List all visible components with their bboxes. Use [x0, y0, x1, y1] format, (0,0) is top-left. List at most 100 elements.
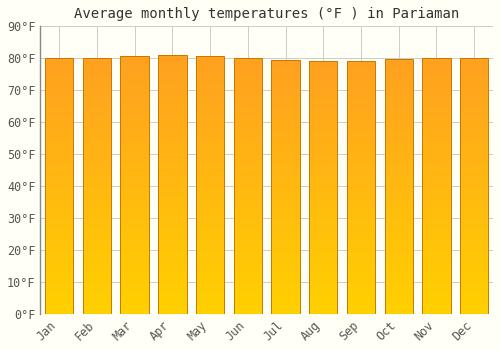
Bar — [120, 157, 149, 159]
Bar — [234, 250, 262, 252]
Bar — [120, 185, 149, 188]
Bar — [120, 144, 149, 146]
Bar — [234, 58, 262, 61]
Bar — [422, 153, 450, 155]
Bar — [45, 86, 74, 89]
Bar — [234, 191, 262, 194]
Bar — [45, 262, 74, 265]
Bar — [234, 117, 262, 119]
Bar — [83, 114, 111, 117]
Bar — [422, 96, 450, 99]
Bar — [234, 173, 262, 176]
Bar — [120, 170, 149, 172]
Bar — [45, 199, 74, 201]
Bar — [158, 254, 186, 257]
Bar — [384, 77, 413, 79]
Bar — [460, 183, 488, 186]
Bar — [120, 270, 149, 273]
Bar — [422, 114, 450, 117]
Bar — [196, 280, 224, 283]
Bar — [120, 198, 149, 201]
Bar — [83, 306, 111, 309]
Bar — [272, 169, 299, 172]
Bar — [460, 76, 488, 78]
Bar — [45, 278, 74, 281]
Bar — [196, 156, 224, 159]
Bar — [196, 185, 224, 187]
Bar — [158, 153, 186, 156]
Bar — [309, 122, 338, 125]
Bar — [309, 61, 338, 64]
Bar — [83, 191, 111, 194]
Bar — [422, 89, 450, 91]
Bar — [384, 184, 413, 187]
Bar — [460, 163, 488, 166]
Bar — [460, 58, 488, 314]
Bar — [309, 97, 338, 99]
Bar — [272, 281, 299, 284]
Bar — [460, 155, 488, 158]
Bar — [460, 293, 488, 296]
Bar — [384, 197, 413, 199]
Bar — [234, 81, 262, 84]
Bar — [234, 135, 262, 137]
Bar — [422, 196, 450, 199]
Bar — [460, 275, 488, 278]
Bar — [384, 85, 413, 87]
Bar — [45, 183, 74, 186]
Bar — [45, 61, 74, 63]
Bar — [158, 127, 186, 130]
Bar — [347, 195, 375, 197]
Bar — [384, 169, 413, 171]
Bar — [309, 132, 338, 135]
Bar — [460, 188, 488, 191]
Bar — [196, 136, 224, 138]
Bar — [384, 212, 413, 215]
Bar — [422, 186, 450, 188]
Bar — [384, 202, 413, 204]
Bar — [83, 183, 111, 186]
Bar — [460, 268, 488, 270]
Bar — [158, 151, 186, 153]
Bar — [234, 260, 262, 263]
Bar — [158, 133, 186, 135]
Bar — [234, 76, 262, 78]
Bar — [45, 76, 74, 78]
Bar — [45, 227, 74, 229]
Bar — [158, 229, 186, 231]
Bar — [120, 242, 149, 244]
Bar — [158, 278, 186, 280]
Bar — [45, 286, 74, 288]
Bar — [45, 104, 74, 106]
Bar — [422, 63, 450, 65]
Bar — [384, 151, 413, 153]
Bar — [347, 212, 375, 215]
Bar — [347, 210, 375, 213]
Bar — [384, 59, 413, 314]
Bar — [272, 245, 299, 248]
Bar — [158, 86, 186, 89]
Bar — [384, 258, 413, 260]
Bar — [422, 122, 450, 125]
Bar — [272, 129, 299, 132]
Bar — [196, 69, 224, 71]
Bar — [384, 146, 413, 148]
Bar — [384, 125, 413, 128]
Bar — [309, 258, 338, 261]
Bar — [347, 243, 375, 246]
Bar — [83, 135, 111, 137]
Bar — [347, 160, 375, 162]
Bar — [158, 182, 186, 184]
Bar — [83, 232, 111, 234]
Bar — [460, 242, 488, 245]
Bar — [309, 256, 338, 258]
Bar — [384, 174, 413, 176]
Bar — [234, 270, 262, 273]
Bar — [347, 251, 375, 253]
Bar — [460, 301, 488, 304]
Bar — [45, 291, 74, 293]
Bar — [272, 78, 299, 81]
Bar — [158, 290, 186, 293]
Bar — [234, 293, 262, 296]
Bar — [309, 248, 338, 251]
